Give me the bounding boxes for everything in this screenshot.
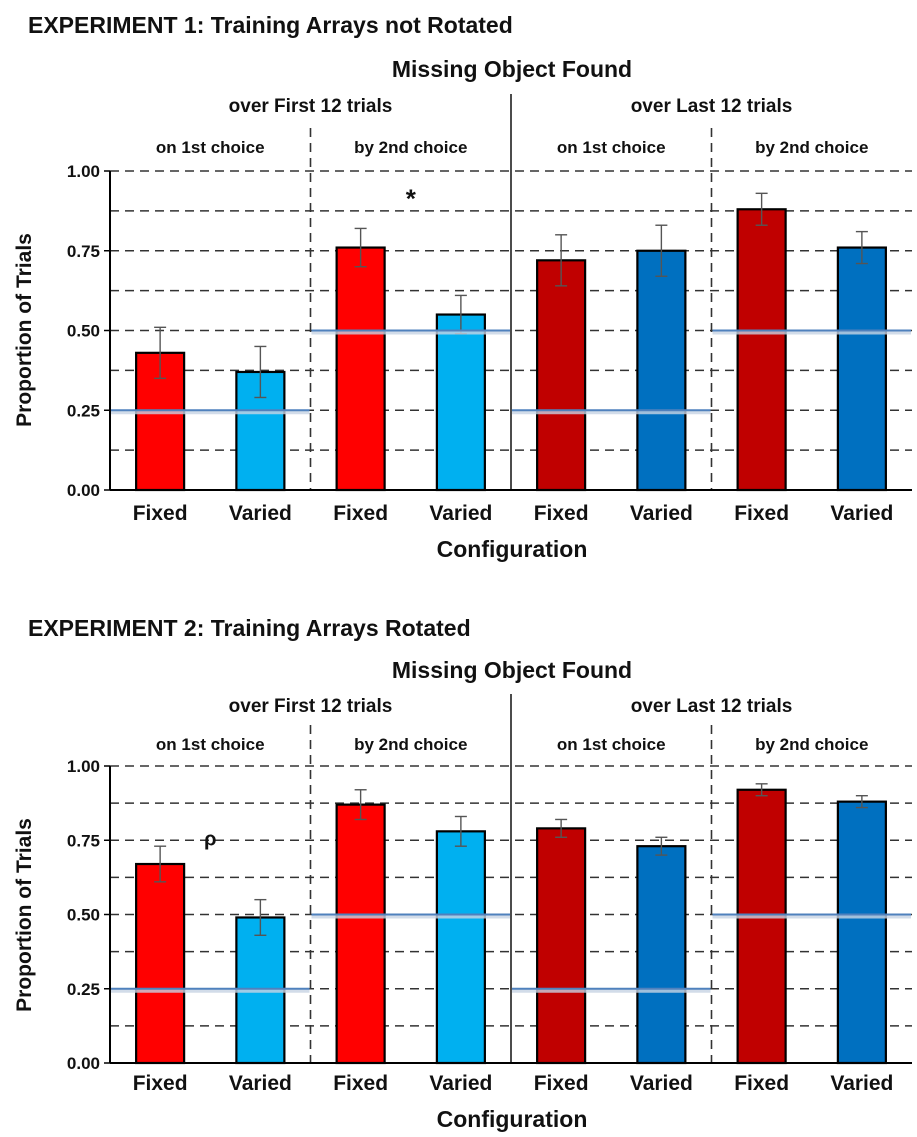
y-tick-label: 0.25	[67, 980, 100, 999]
x-tick-label: Varied	[830, 1072, 893, 1095]
experiment-title: EXPERIMENT 1: Training Arrays not Rotate…	[28, 12, 513, 38]
choice-label: on 1st choice	[557, 735, 666, 754]
x-tick-label: Fixed	[133, 502, 188, 525]
bar	[536, 827, 587, 1065]
y-tick-label: 0.75	[67, 242, 100, 261]
chart-title: Missing Object Found	[392, 657, 632, 683]
period-label: over Last 12 trials	[631, 696, 793, 717]
y-axis-label: Proportion of Trials	[13, 818, 36, 1012]
period-label: over Last 12 trials	[631, 96, 793, 117]
y-tick-label: 0.00	[67, 481, 100, 500]
x-tick-label: Fixed	[534, 1072, 589, 1095]
experiment-title: EXPERIMENT 2: Training Arrays Rotated	[28, 615, 471, 641]
x-axis-label: Configuration	[437, 1106, 588, 1132]
y-tick-label: 0.50	[67, 906, 100, 925]
x-tick-label: Varied	[229, 502, 292, 525]
chart-title: Missing Object Found	[392, 56, 632, 82]
x-tick-label: Fixed	[333, 502, 388, 525]
bar	[536, 259, 587, 492]
bar	[836, 246, 887, 492]
bar	[736, 788, 787, 1065]
y-tick-label: 1.00	[67, 757, 100, 776]
bar	[736, 208, 787, 492]
bar	[636, 249, 687, 492]
choice-label: on 1st choice	[156, 138, 265, 157]
choice-label: on 1st choice	[557, 138, 666, 157]
choice-label: by 2nd choice	[354, 138, 467, 157]
y-axis-label: Proportion of Trials	[13, 233, 36, 427]
x-axis-label: Configuration	[437, 536, 588, 562]
y-tick-label: 0.50	[67, 322, 100, 341]
bar	[435, 313, 486, 492]
x-tick-label: Fixed	[534, 502, 589, 525]
bar	[335, 246, 386, 492]
y-tick-label: 0.25	[67, 401, 100, 420]
y-tick-label: 1.00	[67, 162, 100, 181]
significance-mark: ρ	[204, 828, 216, 850]
period-label: over First 12 trials	[229, 696, 393, 717]
choice-label: on 1st choice	[156, 735, 265, 754]
choice-label: by 2nd choice	[755, 735, 868, 754]
x-tick-label: Fixed	[333, 1072, 388, 1095]
choice-label: by 2nd choice	[354, 735, 467, 754]
x-tick-label: Varied	[630, 1072, 693, 1095]
y-tick-label: 0.75	[67, 831, 100, 850]
x-tick-label: Varied	[229, 1072, 292, 1095]
panel-1: EXPERIMENT 1: Training Arrays not Rotate…	[13, 12, 912, 562]
x-tick-label: Varied	[429, 502, 492, 525]
x-tick-label: Varied	[429, 1072, 492, 1095]
x-tick-label: Fixed	[734, 502, 789, 525]
bar	[636, 845, 687, 1065]
y-tick-label: 0.00	[67, 1054, 100, 1073]
x-tick-label: Varied	[630, 502, 693, 525]
bar	[335, 803, 386, 1065]
period-label: over First 12 trials	[229, 96, 393, 117]
bar	[435, 830, 486, 1065]
panel-2: EXPERIMENT 2: Training Arrays Rotated Mis…	[13, 615, 912, 1132]
x-tick-label: Fixed	[734, 1072, 789, 1095]
x-tick-label: Fixed	[133, 1072, 188, 1095]
significance-mark: *	[406, 183, 417, 213]
choice-label: by 2nd choice	[755, 138, 868, 157]
x-tick-label: Varied	[830, 502, 893, 525]
bar	[836, 800, 887, 1065]
bar	[135, 862, 186, 1065]
